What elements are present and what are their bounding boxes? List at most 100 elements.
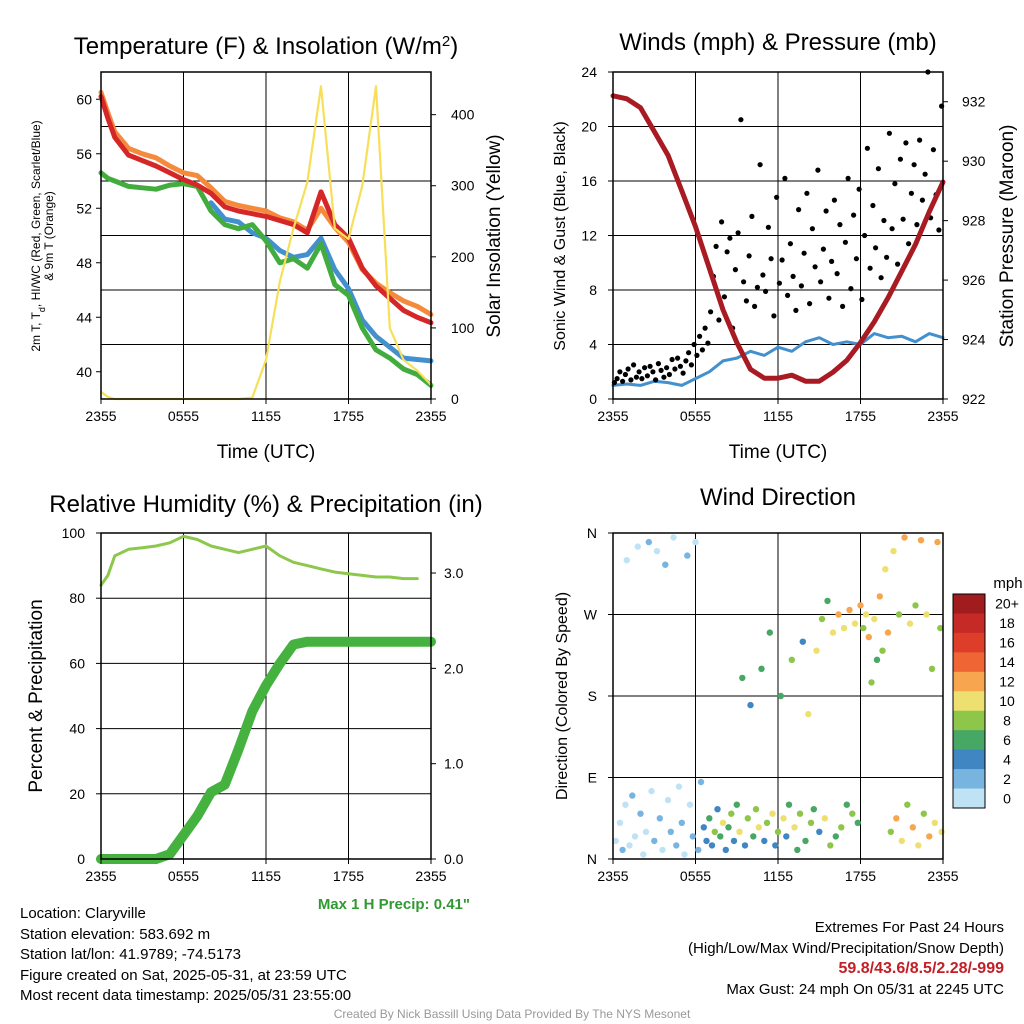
gust-point (672, 366, 678, 372)
temp-chart-title: Temperature (F) & Insolation (W/m2) (74, 33, 458, 61)
direction-point (912, 602, 919, 609)
direction-point (722, 846, 729, 854)
rh-y2tick-label: 1.0 (444, 756, 464, 772)
pressure-line (610, 93, 946, 384)
direction-point (681, 851, 688, 858)
gust-point (686, 350, 692, 356)
direction-point (739, 674, 746, 682)
direction-point (898, 837, 905, 845)
wind-y2tick-label: 932 (962, 94, 986, 110)
rh-xtick-label: 1155 (251, 868, 281, 884)
temp-x-axis-label: Time (UTC) (217, 442, 316, 463)
legend-swatch (953, 691, 985, 712)
gust-point (845, 175, 851, 181)
gust-point (818, 279, 824, 285)
gust-point (639, 376, 645, 382)
gust-point (867, 265, 873, 271)
rh-ytick-label: 0 (77, 851, 85, 867)
legend-swatch (953, 613, 985, 634)
gust-point (691, 341, 697, 348)
direction-point (873, 656, 881, 663)
direction-point (653, 547, 661, 555)
direction-point (706, 815, 713, 822)
rh-xtick-label: 2355 (85, 868, 116, 884)
dir-ytick-label: N (587, 851, 597, 867)
gust-point (642, 365, 648, 371)
direction-point (667, 828, 674, 835)
direction-point (673, 842, 680, 849)
gust-point (884, 254, 890, 260)
wind-y-axis-label: Sonic Wind & Gust (Blue, Black) (552, 121, 569, 350)
gust-point (793, 307, 799, 313)
direction-point (634, 543, 641, 550)
gust-point (738, 117, 744, 123)
location-text: Location: Claryville (20, 905, 146, 922)
max-precip-label: Max 1 H Precip: 0.41" (317, 896, 470, 913)
rh-line (99, 534, 419, 587)
direction-point (917, 537, 925, 544)
temp-y2tick-label: 400 (451, 107, 475, 123)
rh-xtick-label: 1755 (333, 868, 364, 884)
gust-point (862, 232, 868, 239)
latlon-text: Station lat/lon: 41.9789; -74.5173 (20, 946, 242, 964)
temp-xtick-label: 0555 (168, 408, 199, 424)
legend-swatch (953, 788, 985, 809)
gust-point (622, 371, 629, 378)
direction-point (835, 611, 842, 618)
legend-label: 0 (1003, 790, 1011, 806)
rh-y2tick-label: 3.0 (444, 565, 464, 581)
gust-point (677, 363, 684, 369)
wind-y2tick-label: 924 (962, 332, 986, 348)
direction-point (785, 801, 793, 808)
wind-y2tick-label: 928 (962, 213, 986, 229)
gust-point (853, 256, 860, 262)
dir-xtick-label: 2355 (597, 868, 628, 884)
gust-point (878, 275, 884, 281)
gust-point (804, 190, 810, 196)
direction-point (744, 815, 751, 822)
gust-point (705, 340, 711, 346)
direction-point (879, 647, 886, 654)
direction-point (807, 819, 815, 826)
wind-xtick-label: 1155 (763, 408, 793, 424)
wind-y2tick-label: 926 (962, 272, 986, 288)
gust-point (796, 207, 802, 213)
legend-label: 20+ (995, 596, 1019, 612)
temp-plot-area: 40 44 48 52 56 60 0 100 200 300 400 2355 0555 1155 175… (76, 71, 475, 424)
gust-point (636, 369, 642, 375)
wind-y2tick-label: 930 (962, 153, 986, 169)
rh-xtick-label: 0555 (168, 868, 199, 884)
legend-swatch (953, 652, 985, 673)
direction-point (629, 792, 636, 799)
gust-point (702, 325, 708, 331)
direction-point (719, 819, 727, 826)
gust-point (897, 156, 904, 162)
direction-point (755, 824, 762, 831)
direction-point (750, 833, 757, 840)
legend-label: 6 (1003, 732, 1011, 748)
gust-point (782, 175, 788, 181)
legend-swatch (953, 749, 985, 770)
gust-point (699, 347, 706, 353)
legend-title: mph (993, 575, 1022, 592)
temp-y2tick-label: 200 (451, 249, 475, 265)
gust-point (768, 256, 774, 262)
direction-point (931, 819, 938, 826)
gust-point (892, 181, 898, 187)
direction-point (780, 815, 787, 822)
wind-ytick-label: 4 (589, 337, 597, 353)
legend-swatch (953, 769, 985, 790)
direction-point (623, 557, 630, 564)
gust-point (628, 377, 634, 383)
dir-ytick-label: S (588, 688, 597, 704)
direction-point (736, 828, 743, 835)
gust-point (809, 226, 816, 232)
gust-point (760, 272, 766, 278)
max-gust-text: Max Gust: 24 mph On 05/31 at 2245 UTC (726, 980, 1004, 998)
gust-point (763, 288, 769, 294)
direction-point (865, 633, 872, 641)
dir-ytick-label: E (588, 770, 597, 786)
temp-xtick-label: 1155 (251, 408, 281, 424)
gust-point (807, 301, 813, 307)
legend-label: 10 (999, 693, 1015, 709)
